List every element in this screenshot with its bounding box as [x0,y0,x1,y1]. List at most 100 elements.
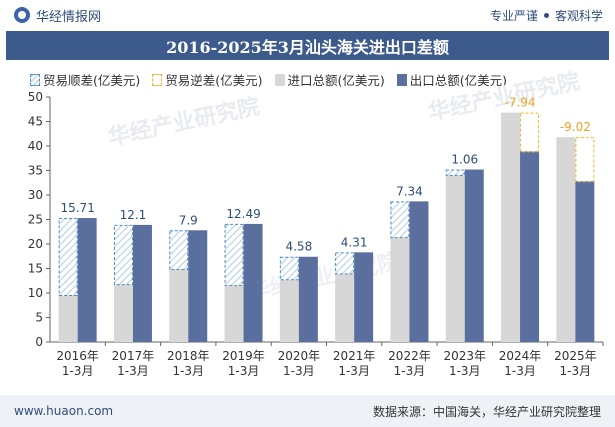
import-bar [556,137,576,342]
watermark: 华经产业研究院 [106,93,262,150]
tagline: 专业严谨 客观科学 [490,7,603,24]
x-tick-label: 1-3月 [560,364,592,378]
export-bar [354,252,374,342]
x-tick-label: 1-3月 [117,364,149,378]
x-tick-label: 2017年 [112,349,155,363]
legend-item-export: 出口总额(亿美元) [396,70,508,89]
export-bar [409,201,429,342]
export-bar [298,256,318,342]
logo: 华经情报网 [14,6,101,25]
deficit-box [520,112,540,153]
chart-title: 2016-2025年3月汕头海关进出口差额 [166,37,449,57]
export-bar [77,218,97,342]
import-bar [58,294,78,342]
balance-label: 7.9 [179,213,198,227]
export-bar [243,223,263,342]
import-bar [335,273,355,342]
x-tick-label: 1-3月 [394,364,426,378]
x-tick-label: 2019年 [222,349,265,363]
export-bar [575,181,595,342]
legend-label-surplus: 贸易顺差(亿美元) [43,73,141,88]
top-bar: 华经情报网 专业严谨 客观科学 [0,0,615,30]
tagline-1: 专业严谨 [489,8,538,23]
y-tick-label: 10 [28,286,43,300]
legend-swatch-import [274,73,285,86]
x-tick-label: 2025年 [554,349,597,363]
footer: www.huaon.com 数据来源：中国海关，华经产业研究院整理 [0,395,615,427]
legend: 贸易顺差(亿美元) 贸易逆差(亿美元) 进口总额(亿美元) 出口总额(亿美元) [30,70,507,89]
x-tick-label: 2022年 [388,349,431,363]
y-tick-label: 0 [35,335,43,349]
balance-label: 15.71 [60,201,94,215]
legend-swatch-deficit [152,73,163,86]
x-tick-label: 1-3月 [62,364,94,378]
balance-label: 12.49 [226,207,260,221]
x-tick-label: 1-3月 [283,364,315,378]
legend-swatch-export [396,73,407,86]
surplus-box [445,169,465,176]
balance-label: 4.31 [341,235,368,249]
watermark: 华经产业研究院 [246,248,402,305]
y-tick-label: 45 [28,115,43,129]
x-tick-label: 2024年 [499,349,542,363]
x-tick-label: 1-3月 [228,364,260,378]
export-bar [464,169,484,342]
surplus-box [58,218,78,296]
legend-item-import: 进口总额(亿美元) [274,70,385,89]
legend-label-deficit: 贸易逆差(亿美元) [165,73,263,88]
balance-label: 4.58 [285,240,312,254]
import-bar [279,279,299,342]
chart-title-bar: 2016-2025年3月汕头海关进出口差额 [6,31,609,60]
legend-label-export: 出口总额(亿美元) [409,73,508,88]
footer-website: www.huaon.com [14,404,114,418]
surplus-box [335,252,355,275]
export-bar [520,151,540,342]
y-tick-label: 35 [28,164,43,178]
x-tick-label: 2021年 [333,349,376,363]
export-bar [132,224,152,342]
balance-label: 12.1 [120,208,147,222]
y-tick-label: 30 [28,188,43,202]
surplus-box [279,256,299,281]
logo-icon [14,7,30,23]
surplus-box [113,224,133,286]
logo-text: 华经情报网 [36,9,102,25]
x-tick-label: 2018年 [167,349,210,363]
y-tick-label: 15 [28,262,43,276]
surplus-box [169,230,189,270]
import-bar [113,284,133,342]
y-tick-label: 50 [28,90,43,104]
balance-label: -7.94 [505,96,536,110]
x-tick-label: 1-3月 [338,364,370,378]
import-bar [224,285,244,342]
legend-label-import: 进口总额(亿美元) [287,73,385,88]
surplus-box [390,201,410,239]
x-tick-label: 1-3月 [449,364,481,378]
y-tick-label: 5 [35,311,43,325]
export-bar [188,230,208,342]
surplus-box [224,223,244,287]
legend-item-deficit: 贸易逆差(亿美元) [152,70,263,89]
balance-label: 7.34 [396,184,423,198]
import-bar [501,112,521,343]
tagline-2: 客观科学 [554,8,603,23]
x-tick-label: 1-3月 [504,364,536,378]
deficit-box [575,137,595,183]
y-tick-label: 40 [28,139,43,153]
x-tick-label: 1-3月 [172,364,204,378]
dot-icon [543,12,549,18]
balance-label: 1.06 [451,153,478,167]
x-tick-label: 2020年 [278,349,321,363]
balance-label: -9.02 [560,120,591,134]
x-tick-label: 2023年 [443,349,486,363]
import-bar [390,237,410,342]
import-bar [445,174,465,342]
import-bar [169,268,189,342]
footer-source: 数据来源：中国海关，华经产业研究院整理 [372,404,601,419]
x-tick-label: 2016年 [56,349,99,363]
legend-swatch-surplus [30,73,40,86]
bar-chart: 华经产业研究院 华经产业研究院 华经产业研究院 0510152025303540… [28,68,604,378]
y-tick-label: 25 [28,213,43,227]
y-tick-label: 20 [28,237,43,251]
